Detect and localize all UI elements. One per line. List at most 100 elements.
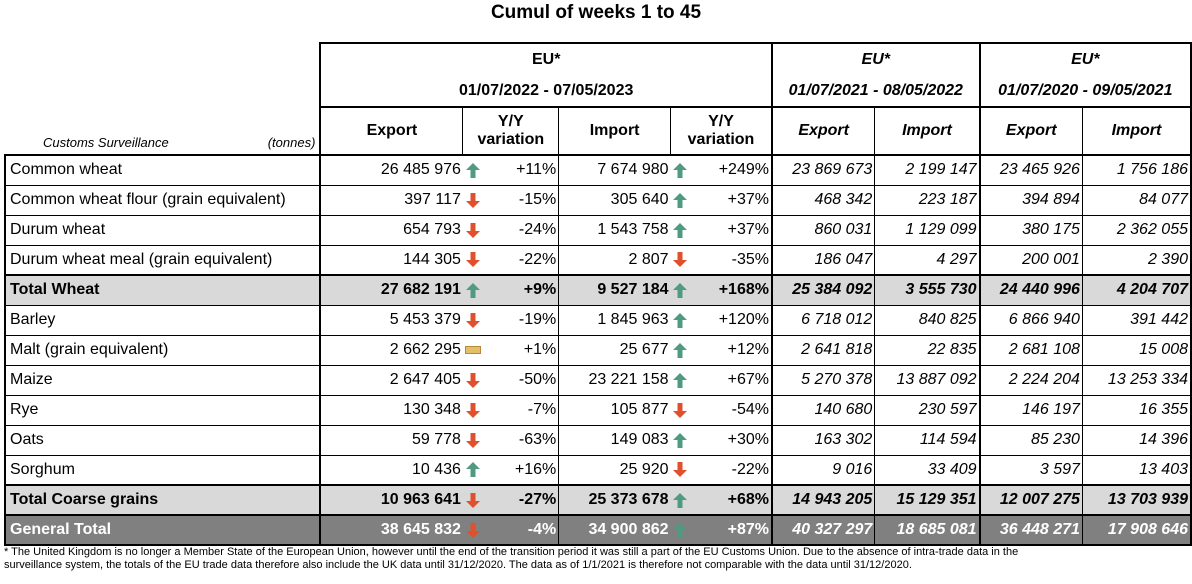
up-arrow-icon [670, 184, 691, 216]
row-label: Rye [3, 394, 322, 426]
customs-label: Customs Surveillance [43, 135, 169, 150]
down-arrow-icon [462, 424, 483, 456]
import-variation: +37% [690, 214, 773, 246]
unit-label: (tonnes) [267, 135, 316, 150]
table-row: General Total 38 645 832 -4% 34 900 862 +87%… [3, 514, 1192, 546]
export-value: 38 645 832 [319, 514, 463, 546]
export-value: 26 485 976 [319, 154, 463, 186]
up-arrow-icon [670, 364, 691, 396]
export-value: 654 793 [319, 214, 463, 246]
import-value: 2 807 [558, 244, 671, 276]
row-label: Malt (grain equivalent) [3, 334, 322, 366]
table-row: Malt (grain equivalent) 2 662 295 +1% 25 67… [3, 334, 1192, 366]
export-2021-value: 146 197 [978, 394, 1083, 426]
export-2122-value: 14 943 205 [770, 484, 876, 516]
import-2021-value: 15 008 [1082, 334, 1192, 366]
import-2021-value: 13 253 334 [1082, 364, 1192, 396]
down-arrow-icon [462, 394, 483, 426]
import-variation: +168% [690, 274, 773, 306]
down-arrow-icon [462, 244, 483, 276]
export-variation: -63% [482, 424, 560, 456]
export-value: 27 682 191 [319, 274, 463, 306]
group-3-period: 01/07/2020 - 09/05/2021 [978, 75, 1192, 107]
import-value: 23 221 158 [558, 364, 671, 396]
import-variation: -35% [690, 244, 773, 276]
export-value: 10 436 [319, 454, 463, 486]
export-variation: -22% [482, 244, 560, 276]
export-variation: +1% [482, 334, 560, 366]
table-row: Maize 2 647 405 -50% 23 221 158 +67% 5 270 37… [3, 364, 1192, 396]
table-row: Common wheat flour (grain equivalent) 397… [3, 184, 1192, 216]
import-variation: +249% [690, 154, 773, 186]
import-2122-value: 4 297 [874, 244, 981, 276]
col-import: Import [558, 106, 672, 156]
row-label: Oats [3, 424, 322, 456]
export-variation: +9% [482, 274, 560, 306]
export-2021-value: 12 007 275 [978, 484, 1083, 516]
import-2021-value: 13 703 939 [1082, 484, 1192, 516]
export-value: 397 117 [319, 184, 463, 216]
col-export: Export [319, 106, 464, 156]
export-value: 144 305 [319, 244, 463, 276]
export-2122-value: 40 327 297 [770, 514, 876, 546]
import-2021-value: 13 403 [1082, 454, 1192, 486]
down-arrow-icon [462, 364, 483, 396]
table-row: Rye 130 348 -7% 105 877 -54% 140 680 230 597 14… [3, 394, 1192, 426]
export-2021-value: 2 224 204 [978, 364, 1083, 396]
table-row: Sorghum 10 436 +16% 25 920 -22% 9 016 33 409 3 … [3, 454, 1192, 486]
import-variation: -22% [690, 454, 773, 486]
table-row: Barley 5 453 379 -19% 1 845 963 +120% 6 718 0… [3, 304, 1192, 336]
export-value: 2 662 295 [319, 334, 463, 366]
table-body: Common wheat 26 485 976 +11% 7 674 980 +249%… [3, 154, 1192, 546]
import-2122-value: 33 409 [874, 454, 981, 486]
row-label: Durum wheat meal (grain equivalent) [3, 244, 322, 276]
export-2122-value: 2 641 818 [770, 334, 876, 366]
import-2122-value: 15 129 351 [874, 484, 981, 516]
import-2021-value: 84 077 [1082, 184, 1192, 216]
export-variation: +11% [482, 154, 560, 186]
export-2021-value: 23 465 926 [978, 154, 1083, 186]
export-variation: -7% [482, 394, 560, 426]
up-arrow-icon [670, 484, 691, 516]
export-variation: -27% [482, 484, 560, 516]
import-2122-value: 1 129 099 [874, 214, 981, 246]
import-value: 105 877 [558, 394, 671, 426]
import-2122-value: 840 825 [874, 304, 981, 336]
export-2021-value: 394 894 [978, 184, 1083, 216]
import-value: 25 677 [558, 334, 671, 366]
import-2021-value: 2 390 [1082, 244, 1192, 276]
import-value: 305 640 [558, 184, 671, 216]
import-variation: +30% [690, 424, 773, 456]
up-arrow-icon [670, 154, 691, 186]
header-row-period: 01/07/2022 - 07/05/2023 01/07/2021 - 08/… [5, 75, 1192, 107]
import-2122-value: 13 887 092 [874, 364, 981, 396]
import-value: 149 083 [558, 424, 671, 456]
up-arrow-icon [670, 274, 691, 306]
table-row: Total Coarse grains 10 963 641 -27% 25 373 … [3, 484, 1192, 516]
export-variation: -19% [482, 304, 560, 336]
export-2122-value: 468 342 [770, 184, 876, 216]
export-value: 10 963 641 [319, 484, 463, 516]
up-arrow-icon [670, 514, 691, 546]
down-arrow-icon [670, 394, 691, 426]
import-variation: +120% [690, 304, 773, 336]
import-variation: +67% [690, 364, 773, 396]
import-2122-value: 2 199 147 [874, 154, 981, 186]
row-label: Barley [3, 304, 322, 336]
export-variation: +16% [482, 454, 560, 486]
row-label: General Total [3, 514, 322, 546]
row-label: Durum wheat [3, 214, 322, 246]
up-arrow-icon [462, 454, 483, 486]
table-row: Common wheat 26 485 976 +11% 7 674 980 +249%… [3, 154, 1192, 186]
export-2122-value: 140 680 [770, 394, 876, 426]
up-arrow-icon [670, 214, 691, 246]
import-value: 7 674 980 [558, 154, 671, 186]
group-3-eu-label: EU* [978, 42, 1192, 75]
down-arrow-icon [462, 214, 483, 246]
export-variation: -4% [482, 514, 560, 546]
import-2122-value: 114 594 [874, 424, 981, 456]
import-2122-value: 3 555 730 [874, 274, 981, 306]
import-value: 25 373 678 [558, 484, 671, 516]
up-arrow-icon [462, 154, 483, 186]
import-value: 1 845 963 [558, 304, 671, 336]
